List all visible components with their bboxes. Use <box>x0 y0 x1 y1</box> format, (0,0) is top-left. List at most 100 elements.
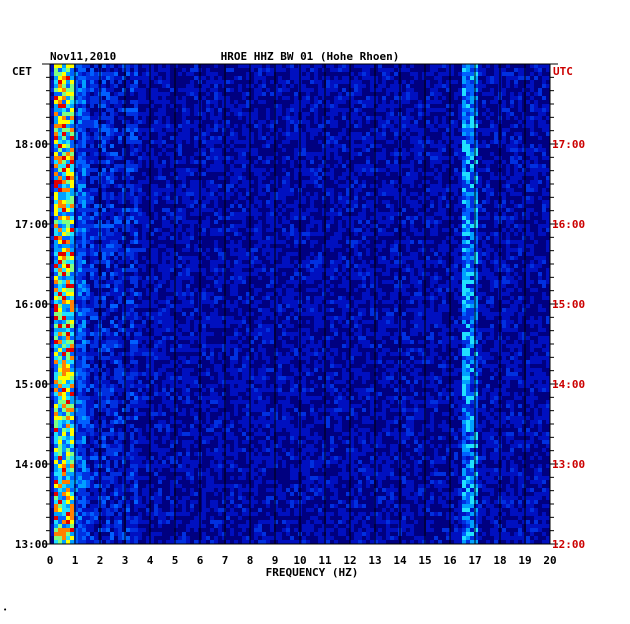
spectro-cell <box>74 116 78 120</box>
spectro-cell <box>106 220 110 224</box>
spectro-cell <box>58 224 62 228</box>
spectro-cell <box>302 172 306 176</box>
spectro-cell <box>542 212 546 216</box>
spectro-cell <box>282 188 286 192</box>
spectro-cell <box>50 312 54 316</box>
spectro-cell <box>218 276 222 280</box>
spectro-cell <box>350 156 354 160</box>
spectro-cell <box>186 284 190 288</box>
spectro-cell <box>202 220 206 224</box>
spectro-cell <box>62 120 66 124</box>
spectro-cell <box>58 192 62 196</box>
spectro-cell <box>386 188 390 192</box>
spectro-cell <box>366 76 370 80</box>
spectro-cell <box>274 268 278 272</box>
spectro-cell <box>278 76 282 80</box>
spectro-cell <box>70 224 74 228</box>
spectro-cell <box>90 176 94 180</box>
spectro-cell <box>286 120 290 124</box>
spectro-cell <box>178 296 182 300</box>
spectro-cell <box>58 288 62 292</box>
spectro-cell <box>294 124 298 128</box>
spectro-cell <box>518 296 522 300</box>
spectro-cell <box>278 192 282 196</box>
spectro-cell <box>306 280 310 284</box>
spectro-cell <box>194 136 198 140</box>
spectro-cell <box>50 244 54 248</box>
spectro-cell <box>194 248 198 252</box>
spectro-cell <box>58 260 62 264</box>
spectro-cell <box>430 276 434 280</box>
spectro-cell <box>330 112 334 116</box>
spectro-cell <box>142 180 146 184</box>
spectro-cell <box>294 92 298 96</box>
spectro-cell <box>426 180 430 184</box>
spectro-cell <box>470 268 474 272</box>
spectro-cell <box>542 84 546 88</box>
spectro-cell <box>326 100 330 104</box>
spectro-cell <box>478 68 482 72</box>
spectro-cell <box>90 80 94 84</box>
spectro-cell <box>170 128 174 132</box>
spectro-cell <box>54 240 58 244</box>
spectro-cell <box>146 316 150 320</box>
spectro-cell <box>342 200 346 204</box>
spectro-cell <box>382 68 386 72</box>
spectro-cell <box>534 92 538 96</box>
spectro-cell <box>518 148 522 152</box>
spectro-cell <box>90 220 94 224</box>
spectro-cell <box>346 172 350 176</box>
spectro-cell <box>390 264 394 268</box>
spectro-cell <box>230 164 234 168</box>
spectro-cell <box>314 240 318 244</box>
spectro-cell <box>514 164 518 168</box>
spectro-cell <box>410 148 414 152</box>
spectro-cell <box>290 324 294 328</box>
spectro-cell <box>66 124 70 128</box>
spectro-cell <box>254 304 258 308</box>
spectro-cell <box>302 328 306 332</box>
spectro-cell <box>526 320 530 324</box>
spectro-cell <box>90 84 94 88</box>
spectro-cell <box>130 100 134 104</box>
spectro-cell <box>70 200 74 204</box>
spectro-cell <box>330 300 334 304</box>
spectro-cell <box>454 136 458 140</box>
spectro-cell <box>262 144 266 148</box>
spectro-cell <box>546 116 550 120</box>
spectro-cell <box>434 128 438 132</box>
spectro-cell <box>230 216 234 220</box>
spectro-cell <box>390 128 394 132</box>
spectro-cell <box>390 312 394 316</box>
spectro-cell <box>94 156 98 160</box>
spectro-cell <box>506 272 510 276</box>
spectro-cell <box>130 84 134 88</box>
spectro-cell <box>114 96 118 100</box>
spectro-cell <box>462 248 466 252</box>
spectro-cell <box>462 156 466 160</box>
spectro-cell <box>90 236 94 240</box>
spectro-cell <box>118 232 122 236</box>
spectro-cell <box>62 304 66 308</box>
spectro-cell <box>230 192 234 196</box>
spectro-cell <box>322 92 326 96</box>
spectro-cell <box>514 152 518 156</box>
spectro-cell <box>466 184 470 188</box>
spectro-cell <box>238 112 242 116</box>
spectro-cell <box>318 228 322 232</box>
spectro-cell <box>410 268 414 272</box>
spectro-cell <box>426 120 430 124</box>
spectro-cell <box>70 256 74 260</box>
spectro-cell <box>318 164 322 168</box>
spectro-cell <box>542 216 546 220</box>
spectro-cell <box>78 108 82 112</box>
spectro-cell <box>362 184 366 188</box>
spectro-cell <box>90 240 94 244</box>
spectro-cell <box>462 244 466 248</box>
spectro-cell <box>330 244 334 248</box>
spectro-cell <box>78 84 82 88</box>
spectro-cell <box>450 316 454 320</box>
spectro-cell <box>290 264 294 268</box>
spectro-cell <box>150 64 154 68</box>
spectro-cell <box>130 92 134 96</box>
